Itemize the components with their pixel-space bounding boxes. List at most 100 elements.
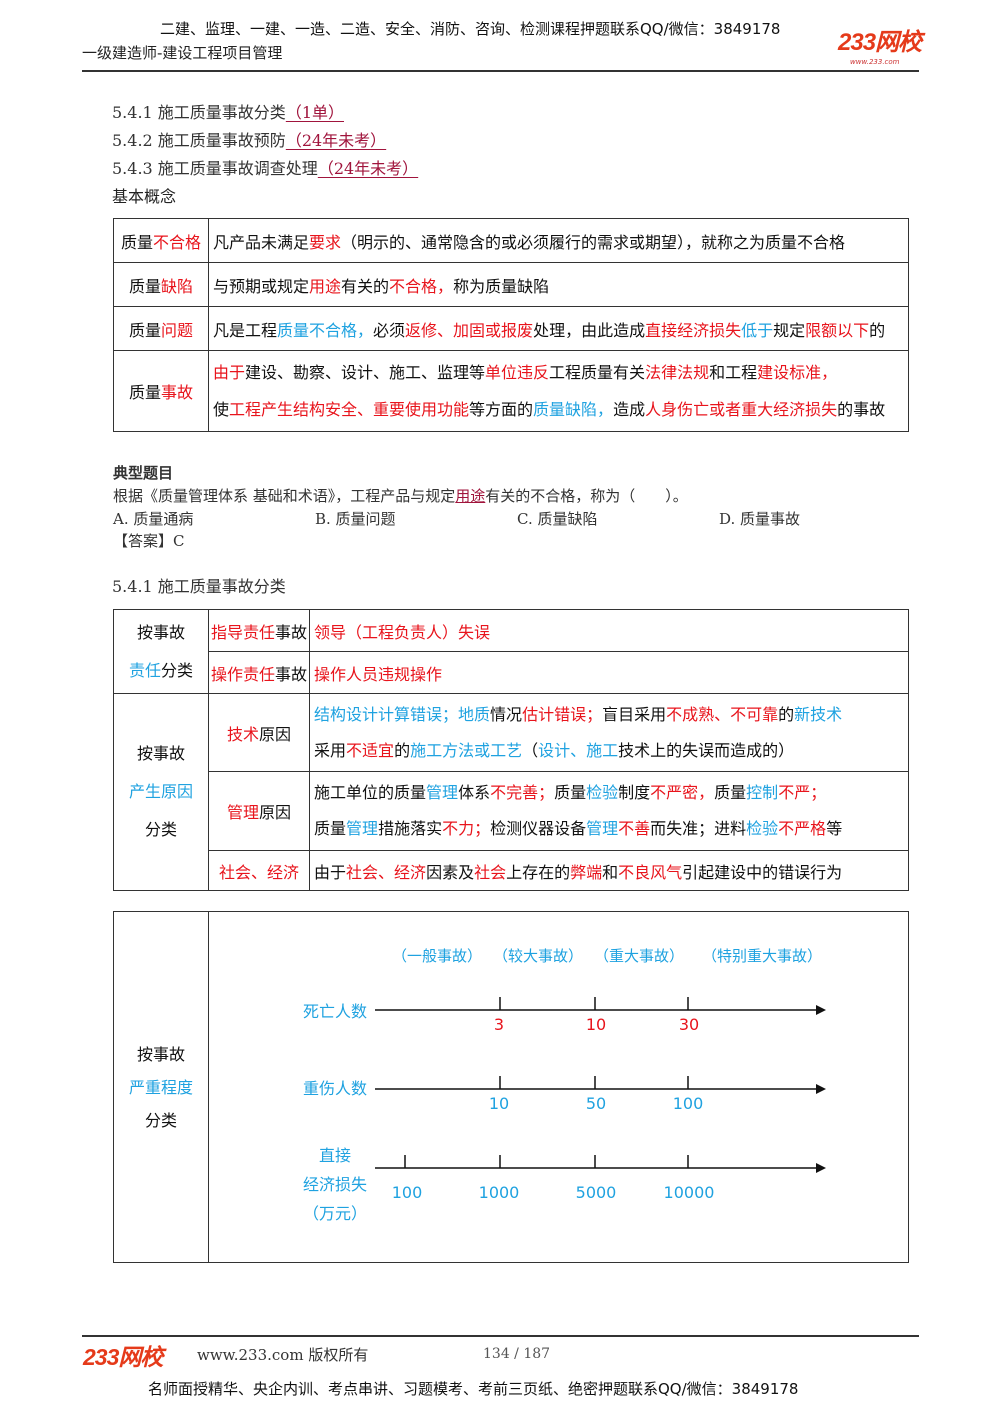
text-run: 规定	[773, 320, 806, 340]
label-line: 分类	[144, 820, 177, 839]
tick-label: 10000	[664, 1183, 715, 1202]
text-run: 质量	[128, 383, 161, 402]
option-b: B. 质量问题	[315, 510, 396, 528]
class-row: 按事故 产生原因 分类 技术原因 结构设计计算错误；地质情况估计错误；盲目采用不成熟…	[113, 693, 909, 891]
text-run: 社会、经济	[219, 862, 300, 882]
tick-label: 1000	[479, 1183, 520, 1202]
concept-term: 质量不合格	[113, 218, 209, 263]
text-run: 人身伤亡或者重大经济损失	[645, 400, 838, 419]
label-line: 按事故	[136, 1044, 185, 1064]
concept-row: 质量问题 凡是工程质量不合格，必须返修、加固或报废处理，由此造成直接经济损失低于规…	[113, 306, 909, 351]
text-run: 事故	[275, 664, 308, 684]
concept-term: 质量缺陷	[113, 262, 209, 307]
header-subtitle: 一级建造师-建设工程项目管理	[82, 44, 283, 62]
text-run: 分类	[161, 660, 194, 680]
cause-type: 技术原因	[207, 693, 311, 772]
text-run: 原因	[259, 803, 292, 822]
text-run: 采用	[314, 740, 347, 760]
question-heading: 典型题目	[113, 464, 174, 482]
text-run: 造成	[613, 400, 646, 419]
text-run: 控制	[746, 783, 779, 802]
axis-label-loss: 经济损失	[303, 1175, 367, 1194]
header-rule	[82, 70, 919, 72]
label-line: 责任分类	[118, 652, 204, 690]
text-run: 而失准；进料	[650, 819, 747, 838]
text-run: 不严格	[778, 819, 827, 838]
text-run: 质量	[120, 232, 153, 252]
text-run: 不完善；	[490, 783, 555, 802]
severity-label: 按事故 严重程度 分类	[113, 911, 209, 1263]
text-run: 社会、经济	[346, 862, 427, 882]
text-run: 不严密，	[650, 783, 715, 802]
text-run: 建设标准，	[757, 363, 838, 382]
text-run: 设计、施工	[538, 740, 619, 760]
page-number: 134 / 187	[483, 1346, 551, 1362]
desc-line: 使工程产生结构安全、重要使用功能等方面的质量缺陷，造成人身伤亡或者重大经济损失的…	[213, 391, 904, 428]
text-run: 指导责任	[211, 622, 276, 642]
text-run: 的	[869, 320, 886, 340]
answer: 【答案】C	[113, 532, 185, 550]
text-run: 管理	[346, 819, 379, 838]
text-run: 由于	[213, 363, 246, 382]
text-run: 质量缺陷，	[533, 400, 614, 419]
text-run: 直接经济损失	[645, 320, 742, 340]
concept-desc: 与预期或规定用途有关的不合格，称为质量缺陷	[208, 262, 909, 307]
toc-tag: （1单）	[285, 103, 344, 122]
class-row: 社会、经济 由于社会、经济因素及社会上存在的弊端和不良风气引起建设中的错误行为	[114, 850, 909, 891]
accident-type: 操作责任事故	[207, 651, 311, 694]
text-run: 社会	[474, 862, 507, 882]
arrow-heads	[816, 1005, 826, 1173]
toc-item[interactable]: 5.4.1 施工质量事故分类（1单）	[112, 99, 344, 123]
level-extra-major: （特别重大事故）	[702, 947, 822, 965]
text-run: 和	[602, 862, 619, 882]
text-run: 技术上的失误而造成的）	[618, 740, 795, 760]
concept-term: 质量事故	[113, 350, 209, 432]
text-run: 事故	[161, 383, 194, 402]
cause-desc: 施工单位的质量管理体系不完善；质量检验制度不严密，质量控制不严； 质量管理措施落实…	[309, 771, 909, 851]
cause-type: 社会、经济	[207, 850, 311, 891]
toc-item[interactable]: 5.4.3 施工质量事故调查处理（24年未考）	[112, 155, 418, 179]
text-run: 情况	[490, 704, 523, 724]
text-run: 新技术	[794, 704, 843, 724]
text-run: 责任	[128, 660, 161, 680]
text-run: 凡是工程	[213, 320, 278, 340]
tick-label: 50	[586, 1094, 606, 1113]
option-c: C. 质量缺陷	[517, 510, 598, 528]
desc-line: 采用不适宜的施工方法或工艺（设计、施工技术上的失误而造成的）	[314, 733, 904, 769]
desc-line: 施工单位的质量管理体系不完善；质量检验制度不严密，质量控制不严；	[314, 775, 904, 811]
footer-site[interactable]: www.233.com 版权所有	[197, 1346, 369, 1364]
level-major: （重大事故）	[594, 947, 684, 965]
concept-term: 质量问题	[113, 306, 209, 351]
text-run: 事故	[275, 622, 308, 642]
tick-label: 10	[586, 1015, 606, 1034]
text-run: 用途	[309, 276, 342, 296]
text-run: 质量	[128, 276, 161, 296]
concept-desc: 凡是工程质量不合格，必须返修、加固或报废处理，由此造成直接经济损失低于规定限额以…	[208, 306, 909, 351]
text-run: 不合格，	[389, 276, 454, 296]
concept-desc: 由于建设、勘察、设计、施工、监理等单位违反工程质量有关法律法规和工程建设标准，使…	[208, 350, 909, 432]
toc-item[interactable]: 5.4.2 施工质量事故预防（24年未考）	[112, 127, 386, 151]
text-run: （明示的、通常隐含的或必须履行的需求或期望），就称之为质量不合格	[341, 232, 846, 252]
text-run: 限额以下	[805, 320, 870, 340]
axis-label-loss: 直接	[319, 1146, 351, 1165]
text-run: 检验	[746, 819, 779, 838]
basic-heading: 基本概念	[112, 187, 177, 206]
text-run: 有关的	[341, 276, 390, 296]
desc-line: 由于建设、勘察、设计、施工、监理等单位违反工程质量有关法律法规和工程建设标准，	[213, 354, 904, 391]
text-run: 低于	[741, 320, 774, 340]
accident-type: 指导责任事故	[207, 609, 311, 652]
text-run: 的事故	[837, 400, 886, 419]
concept-desc: 凡产品未满足要求（明示的、通常隐含的或必须履行的需求或期望），就称之为质量不合格	[208, 218, 909, 263]
tick-label: 10	[489, 1094, 509, 1113]
text-run: 管理	[227, 803, 260, 822]
text-run: 使	[213, 400, 230, 419]
text-run: 因素及	[426, 862, 475, 882]
text-run: 质量	[554, 783, 587, 802]
option-d: D. 质量事故	[719, 510, 801, 528]
concept-row: 质量缺陷 与预期或规定用途有关的不合格，称为质量缺陷	[113, 262, 909, 307]
logo-url: www.233.com	[850, 58, 900, 66]
toc-tag: （24年未考）	[285, 131, 387, 150]
text-run: 措施落实	[378, 819, 443, 838]
text-run: 结构设计计算错误；地质	[314, 704, 491, 724]
